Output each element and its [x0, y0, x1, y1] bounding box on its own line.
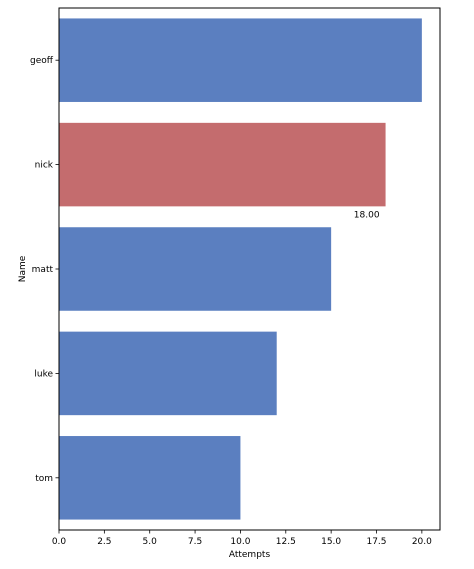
x-tick-label: 7.5 — [188, 537, 202, 547]
data-label-nick: 18.00 — [354, 210, 380, 220]
annotations-group: 18.00 — [354, 210, 380, 220]
x-axis-ticks: 0.0 2.5 5.0 7.5 10.0 12.5 15.0 17.5 20.0 — [52, 530, 432, 547]
bar-luke — [59, 331, 277, 416]
x-tick-label: 0.0 — [52, 537, 67, 547]
x-tick-label: 20.0 — [412, 537, 432, 547]
x-tick-label: 5.0 — [143, 537, 158, 547]
x-tick-label: 17.5 — [366, 537, 386, 547]
bar-matt — [59, 227, 332, 311]
x-tick-label: 10.0 — [230, 537, 250, 547]
bar-tom — [59, 436, 241, 520]
y-tick-label: geoff — [30, 56, 54, 66]
x-tick-label: 12.5 — [276, 537, 296, 547]
bar-geoff — [59, 18, 422, 102]
x-axis-label: Attempts — [229, 550, 271, 560]
y-axis-ticks: geoff nick matt luke tom — [30, 56, 59, 484]
x-tick-label: 2.5 — [97, 537, 111, 547]
bar-nick — [59, 122, 386, 207]
bars-group — [59, 18, 422, 520]
y-tick-label: luke — [34, 369, 53, 379]
x-tick-label: 15.0 — [321, 537, 341, 547]
y-tick-label: tom — [35, 474, 53, 484]
plot-frame — [58, 7, 441, 531]
y-tick-label: matt — [32, 265, 54, 275]
y-axis-label: Name — [18, 255, 28, 282]
y-tick-label: nick — [35, 161, 54, 171]
